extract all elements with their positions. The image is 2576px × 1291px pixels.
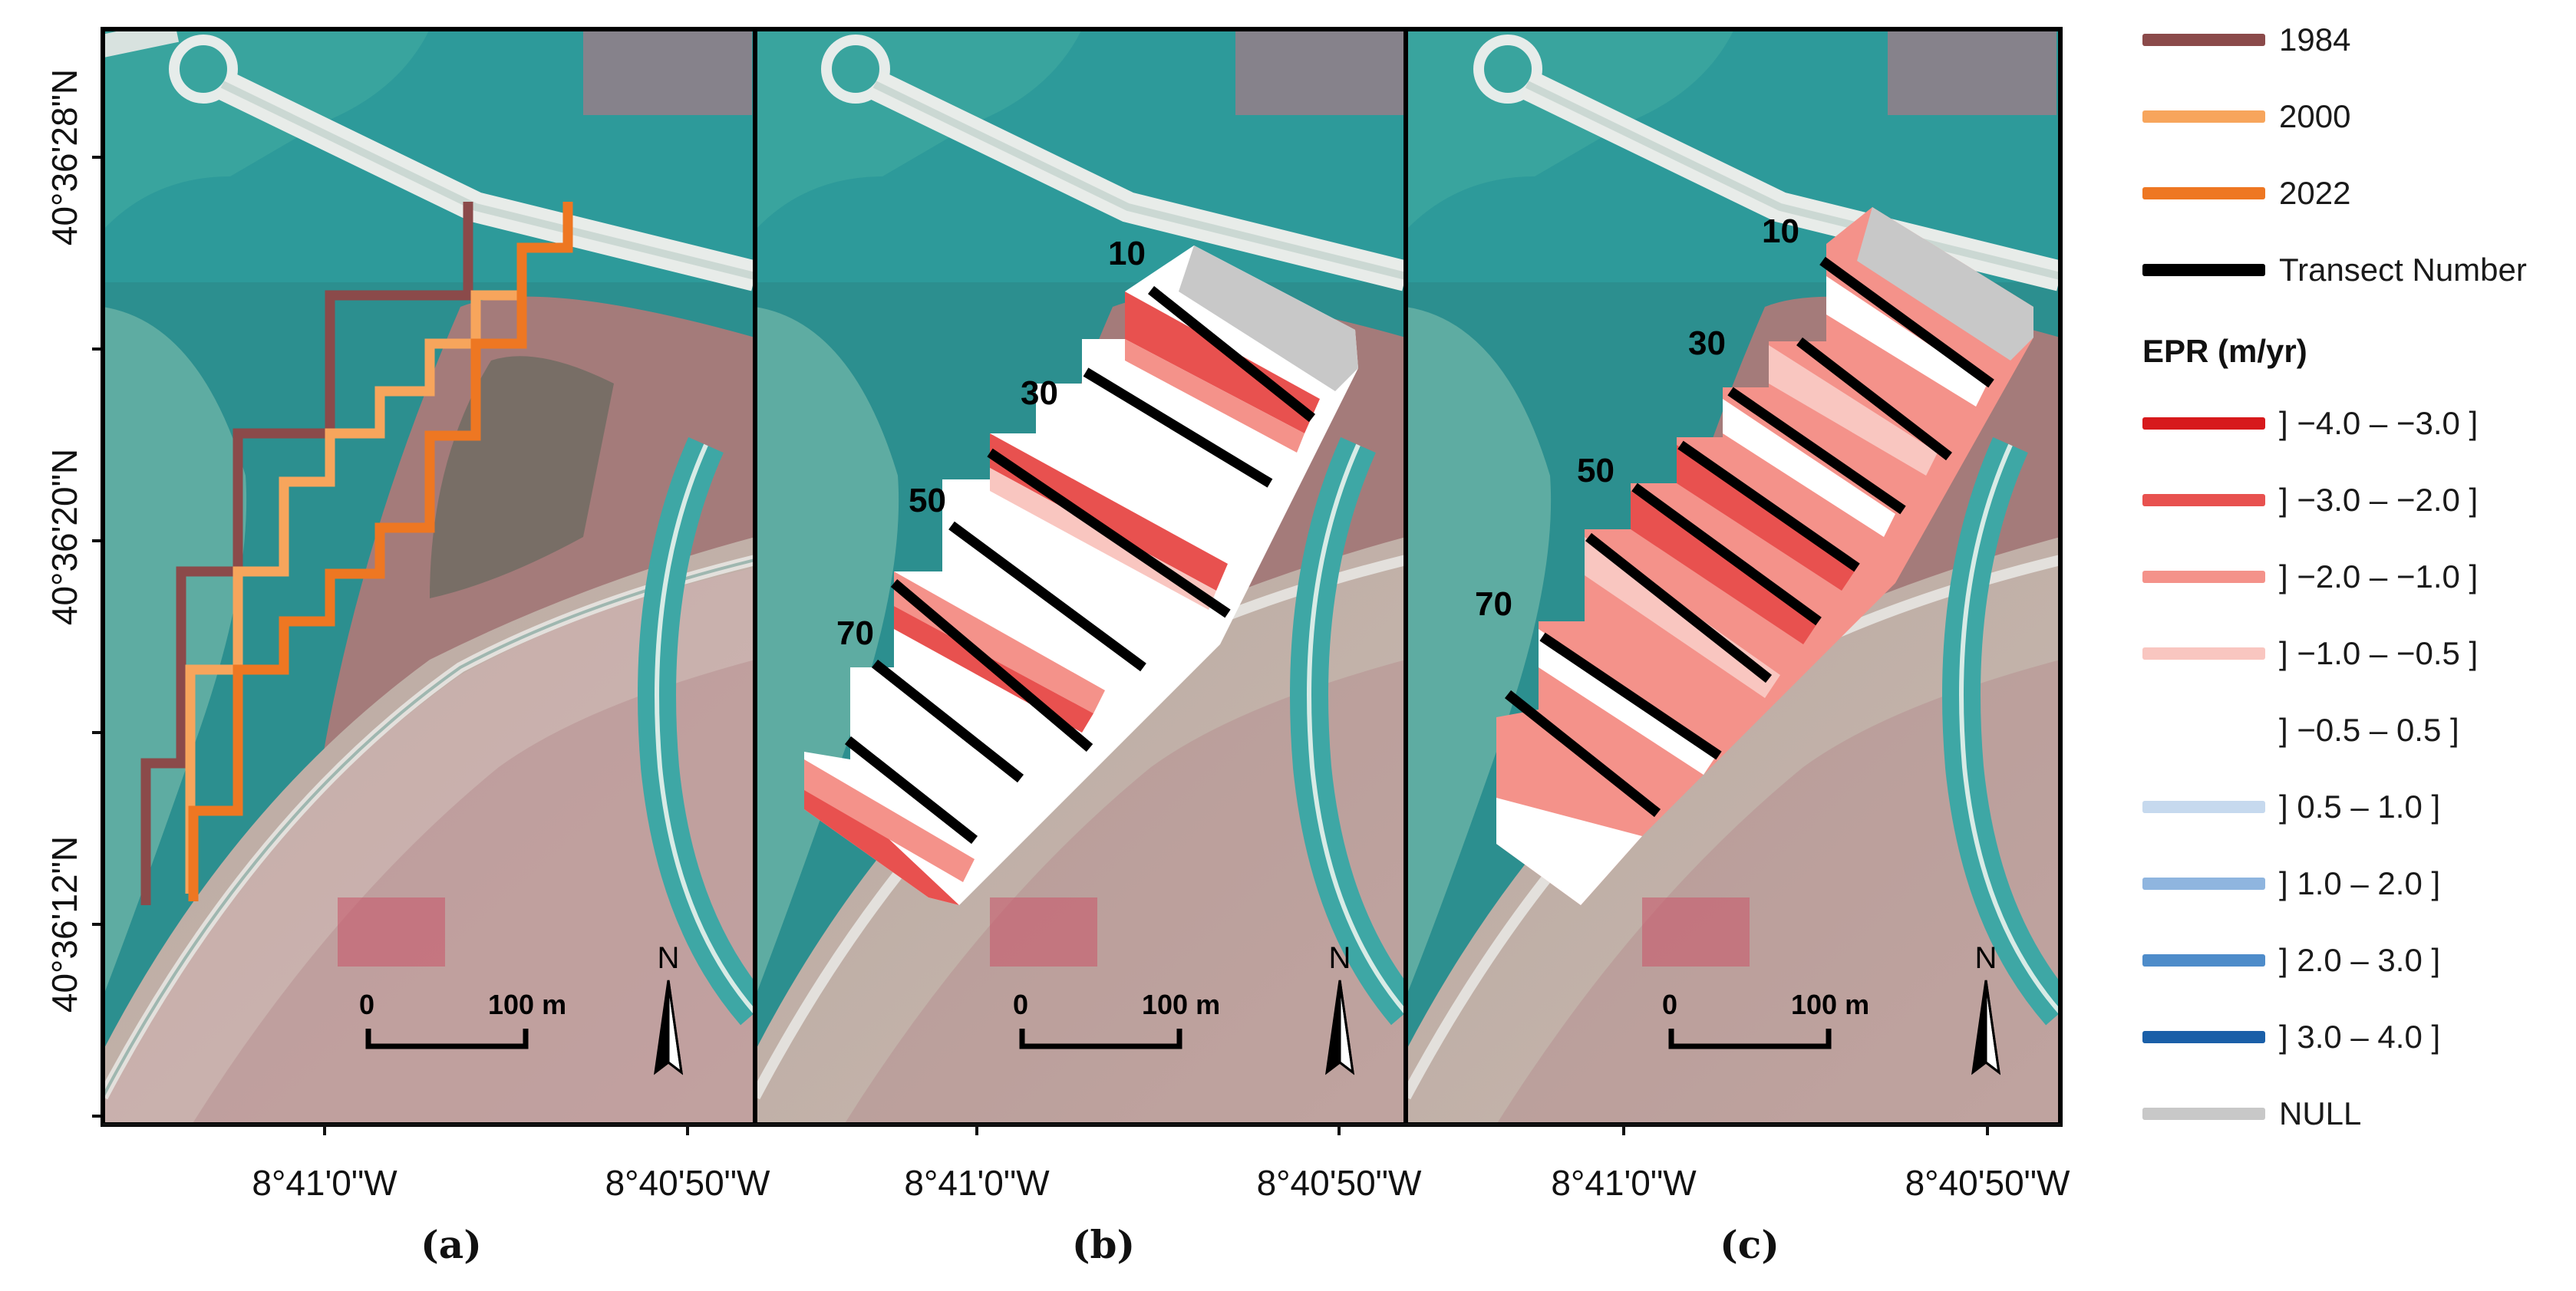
legend-item-1984: 1984: [2133, 17, 2576, 63]
legend-epr-title: EPR (m/yr): [2142, 333, 2307, 369]
lat-label-28: 40°36'28"N: [45, 69, 84, 245]
legend-label: ] −0.5 – 0.5 ]: [2279, 712, 2459, 748]
panel-a: 0 100 m N: [101, 27, 757, 1127]
legend-item-epr-class: ] 3.0 – 4.0 ]: [2133, 1014, 2576, 1060]
transect-number-30: 30: [1021, 374, 1058, 412]
legend-item-epr-class: ] 0.5 – 1.0 ]: [2133, 784, 2576, 830]
legend-item-2022: 2022: [2133, 170, 2576, 216]
shoreline-2022: [188, 202, 573, 901]
lat-label-12: 40°36'12"N: [45, 836, 84, 1013]
legend-label: ] −1.0 – −0.5 ]: [2279, 635, 2479, 671]
shorelines-1984-2000-2022: [140, 202, 573, 905]
panel-a-imagery: [103, 29, 755, 1125]
legend-label: ] −4.0 – −3.0 ]: [2279, 405, 2479, 441]
legend-swatch: [2142, 1108, 2265, 1120]
north-arrow-b: N: [1325, 941, 1354, 1075]
scale-start: 0: [359, 989, 374, 1020]
transect-number-50: 50: [1577, 452, 1615, 489]
lon-label-a-1: 8°41'0"W: [252, 1163, 397, 1203]
transect-lines-c: [1504, 256, 1994, 818]
north-arrow-a: N: [654, 941, 683, 1075]
legend-swatch: [2142, 647, 2265, 660]
legend-swatch: [2142, 264, 2265, 276]
transect-number-10: 10: [1762, 212, 1799, 250]
legend-label: ] −3.0 – −2.0 ]: [2279, 482, 2479, 518]
legend-swatch: [2142, 187, 2265, 199]
shoreline-1984: [140, 202, 473, 905]
scale-start: 0: [1662, 989, 1677, 1020]
transect-number-50: 50: [909, 482, 946, 519]
lon-label-c-2: 8°40'50"W: [1905, 1163, 2070, 1203]
legend-label: ] 3.0 – 4.0 ]: [2279, 1019, 2441, 1055]
legend-swatch: [2142, 34, 2265, 46]
legend-label: 2000: [2279, 98, 2351, 134]
legend-label: ] 0.5 – 1.0 ]: [2279, 789, 2441, 825]
panel-letter-a: (a): [421, 1222, 482, 1267]
legend-swatch: [2142, 571, 2265, 583]
transect-number-30: 30: [1688, 324, 1726, 362]
legend-item-2000: 2000: [2133, 94, 2576, 140]
legend-label: ] −2.0 – −1.0 ]: [2279, 558, 2479, 594]
panel-c: 10 30 50 70 0 100 m N: [1403, 27, 2063, 1127]
legend-item-epr-class: ] 2.0 – 3.0 ]: [2133, 937, 2576, 983]
transect-lines-b: [844, 285, 1316, 845]
legend-item-epr-class: ] −1.0 – −0.5 ]: [2133, 631, 2576, 677]
legend-item-null: NULL: [2133, 1091, 2576, 1137]
legend-item-epr-class: ] −0.5 – 0.5 ]: [2133, 707, 2576, 753]
legend-item-epr-class: ] −4.0 – −3.0 ]: [2133, 400, 2576, 446]
lon-label-a-2: 8°40'50"W: [605, 1163, 770, 1203]
lon-label-b-2: 8°40'50"W: [1257, 1163, 1422, 1203]
scale-end: 100 m: [1791, 989, 1869, 1020]
lon-label-c-1: 8°41'0"W: [1551, 1163, 1697, 1203]
legend-item-epr-class: ] 1.0 – 2.0 ]: [2133, 861, 2576, 907]
epr-transects-c: 10 30 50 70: [1475, 207, 2033, 905]
legend-swatch: [2142, 954, 2265, 967]
shoreline-2000: [185, 248, 527, 894]
legend-label: ] 1.0 – 2.0 ]: [2279, 865, 2441, 901]
longitude-axis: 8°41'0"W 8°40'50"W 8°41'0"W 8°40'50"W 8°…: [103, 1123, 2070, 1267]
transect-number-70: 70: [836, 614, 874, 652]
scale-bar-b: 0 100 m: [1013, 989, 1220, 1049]
legend-item-epr-class: ] −3.0 – −2.0 ]: [2133, 477, 2576, 523]
lon-label-b-1: 8°41'0"W: [904, 1163, 1050, 1203]
epr-transects-b: 10 30 50 70: [804, 235, 1358, 905]
legend: 1984 2000 2022 Transect Number EPR (m/yr…: [2133, 17, 2576, 1137]
transect-number-70: 70: [1475, 585, 1512, 623]
scale-end: 100 m: [488, 989, 566, 1020]
latitude-axis: 40°36'28"N 40°36'20"N 40°36'12"N: [45, 29, 104, 1125]
legend-swatch: [2142, 1031, 2265, 1043]
legend-label: NULL: [2279, 1095, 2362, 1131]
legend-label: ] 2.0 – 3.0 ]: [2279, 942, 2441, 978]
scale-bar-c: 0 100 m: [1662, 989, 1869, 1049]
north-label: N: [658, 941, 680, 975]
epr-polygon-c: [1496, 207, 2033, 905]
scale-end: 100 m: [1142, 989, 1220, 1020]
legend-swatch: [2142, 724, 2265, 736]
north-label: N: [1975, 941, 1997, 975]
legend-label: 1984: [2279, 21, 2351, 58]
scale-bar-a: 0 100 m: [359, 989, 566, 1049]
legend-label: 2022: [2279, 175, 2351, 211]
legend-swatch: [2142, 110, 2265, 123]
panel-b: 10 30 50 70 0 100 m N: [753, 27, 1408, 1127]
legend-label: Transect Number: [2279, 252, 2527, 288]
legend-swatch: [2142, 801, 2265, 813]
north-label: N: [1329, 941, 1351, 975]
legend-item-epr-class: ] −2.0 – −1.0 ]: [2133, 554, 2576, 600]
north-arrow-c: N: [1971, 941, 2000, 1075]
legend-item-transect-number: Transect Number: [2133, 247, 2576, 293]
legend-swatch: [2142, 417, 2265, 430]
transect-number-10: 10: [1108, 235, 1146, 272]
panel-letter-b: (b): [1072, 1222, 1135, 1267]
lat-label-20: 40°36'20"N: [45, 449, 84, 625]
legend-swatch: [2142, 878, 2265, 890]
legend-swatch: [2142, 494, 2265, 506]
panel-letter-c: (c): [1720, 1222, 1779, 1267]
scale-start: 0: [1013, 989, 1028, 1020]
